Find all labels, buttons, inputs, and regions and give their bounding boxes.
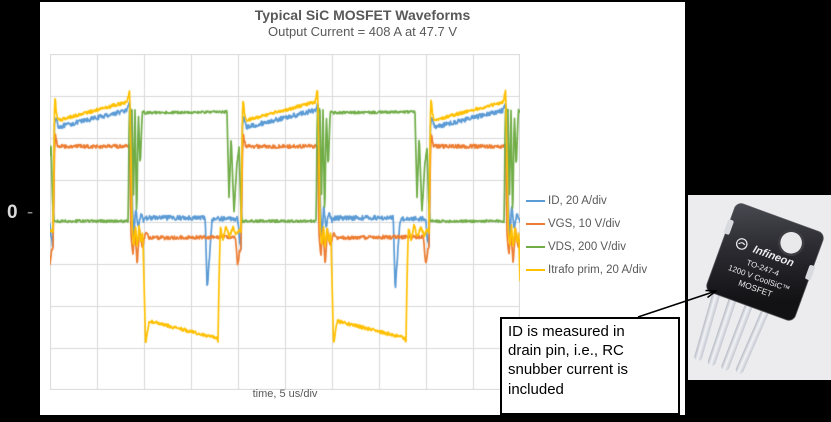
package-body (706, 203, 824, 321)
x-axis-label: time, 5 us/div (252, 388, 318, 400)
legend-swatch-id (526, 199, 545, 202)
zero-tick-dash: - (26, 202, 36, 223)
infineon-logo-icon (735, 238, 748, 250)
callout-box: ID is measured in drain pin, i.e., RC sn… (500, 317, 680, 415)
legend-label-itrafo: Itrafo prim, 20 A/div (548, 263, 648, 276)
mounting-hole (777, 229, 805, 257)
legend: ID, 20 A/div VGS, 10 V/div VDS, 200 V/di… (526, 189, 647, 281)
legend-item-id: ID, 20 A/div (526, 189, 647, 212)
legend-swatch-vds (526, 245, 545, 248)
mount-slot-right (805, 265, 815, 281)
package-group: Infineon TO-247-4 1200 V CoolSiC™ MOSFET (694, 203, 824, 374)
package-pins (694, 277, 775, 374)
legend-label-vgs: VGS, 10 V/div (548, 217, 621, 230)
chart-title: Typical SiC MOSFET Waveforms (254, 7, 471, 23)
mosfet-package-photo: Infineon TO-247-4 1200 V CoolSiC™ MOSFET (688, 195, 831, 380)
plot-canvas (50, 54, 520, 390)
legend-item-vgs: VGS, 10 V/div (526, 212, 647, 235)
callout-text: ID is measured in drain pin, i.e., RC sn… (508, 323, 629, 398)
zero-label: 0 (7, 202, 20, 223)
legend-swatch-itrafo (526, 268, 545, 271)
legend-swatch-vgs (526, 222, 545, 225)
zero-level-marker: 0 - (7, 202, 35, 224)
package-svg: Infineon TO-247-4 1200 V CoolSiC™ MOSFET (694, 203, 824, 374)
waveform-chart: Typical SiC MOSFET Waveforms Output Curr… (40, 2, 685, 415)
infineon-logo-icon-glyph (738, 242, 746, 246)
legend-label-id: ID, 20 A/div (548, 194, 607, 207)
legend-label-vds: VDS, 200 V/div (548, 240, 626, 253)
chart-subtitle: Output Current = 408 A at 47.7 V (268, 24, 457, 39)
legend-item-itrafo: Itrafo prim, 20 A/div (526, 258, 647, 281)
legend-item-vds: VDS, 200 V/div (526, 235, 647, 258)
mount-slot-left (723, 219, 734, 235)
